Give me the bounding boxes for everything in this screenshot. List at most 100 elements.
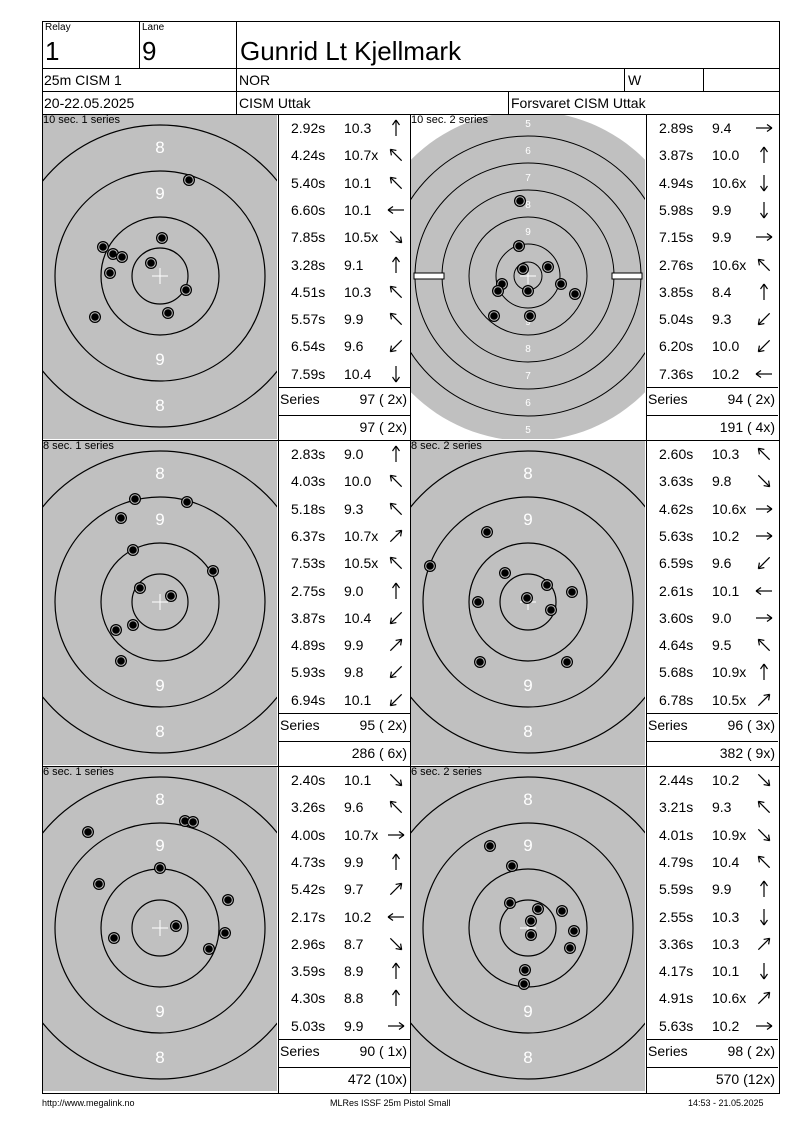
shot-hole	[564, 942, 576, 954]
shot-hole	[129, 493, 141, 505]
arrow-n-icon	[753, 282, 775, 302]
shot-hole	[513, 240, 525, 252]
shot-hole	[181, 496, 193, 508]
competition-name: CISM Uttak	[239, 95, 311, 111]
shot-hole	[499, 567, 511, 579]
shot-score: 10.4	[344, 365, 372, 382]
shot-time: 4.91s	[659, 990, 694, 1007]
footer-timestamp: 14:53 - 21.05.2025	[688, 1098, 764, 1108]
divider	[278, 1067, 410, 1068]
shot-score: 10.5x	[344, 229, 379, 246]
arrow-sw-icon	[385, 662, 407, 682]
shot-time: 2.83s	[291, 446, 326, 462]
shot-time: 3.60s	[659, 609, 694, 626]
shot-row: 2.89s 9.4	[647, 115, 779, 142]
shot-row: 2.40s 10.1	[279, 767, 411, 794]
arrow-sw-icon	[385, 336, 407, 356]
shot-row: 2.44s 10.2	[647, 767, 779, 794]
shot-row: 5.57s 9.9	[279, 306, 411, 333]
shot-row: 3.26s 9.6	[279, 794, 411, 821]
target-ring	[54, 170, 266, 382]
shot-row: 4.91s 10.6x	[647, 985, 779, 1012]
relay-label: Relay	[45, 22, 71, 33]
shot-row: 6.20s 10.0	[647, 333, 779, 360]
shot-time: 7.85s	[291, 229, 326, 246]
shot-hole	[162, 307, 174, 319]
ring-number: 8	[523, 790, 532, 809]
shot-score: 10.0	[712, 147, 740, 164]
shot-row: 4.17s 10.1	[647, 958, 779, 985]
shot-row: 7.85s 10.5x	[279, 224, 411, 251]
arrow-nw-icon	[753, 255, 775, 275]
shot-score: 10.3	[344, 283, 372, 300]
shot-hole	[424, 560, 436, 572]
shot-score: 10.9x	[712, 664, 747, 681]
cumulative-total: 472 (10x)	[347, 1071, 407, 1087]
shot-row: 4.64s 9.5	[647, 632, 779, 659]
arrow-nw-icon	[385, 309, 407, 329]
shot-row: 7.59s 10.4	[279, 361, 411, 388]
shot-hole	[127, 544, 139, 556]
shot-row: 6.94s 10.1	[279, 687, 411, 714]
shot-time: 3.87s	[291, 609, 326, 626]
shot-time: 2.55s	[659, 908, 694, 925]
shot-score: 9.9	[344, 311, 364, 328]
shot-row: 3.63s 9.8	[647, 468, 779, 495]
divider	[278, 387, 410, 388]
shot-time: 2.89s	[659, 120, 694, 136]
arrow-e-icon	[753, 227, 775, 247]
shot-row: 2.17s 10.2	[279, 904, 411, 931]
shot-row: 5.03s 9.9	[279, 1013, 411, 1040]
shot-time: 4.89s	[291, 637, 326, 654]
series-total: 90 ( 1x)	[359, 1043, 407, 1059]
ring-number: 5	[525, 119, 531, 130]
ring-number: 6	[525, 398, 531, 409]
shot-hole	[110, 624, 122, 636]
shot-time: 5.59s	[659, 881, 694, 898]
target-ring	[499, 899, 557, 957]
shot-time: 4.01s	[659, 826, 694, 843]
arrow-ne-icon	[753, 934, 775, 954]
target-ring	[43, 450, 277, 754]
shot-hole	[517, 263, 529, 275]
shot-row: 4.24s 10.7x	[279, 142, 411, 169]
shot-time: 5.63s	[659, 527, 694, 544]
target-ring	[495, 243, 561, 309]
shot-time: 2.60s	[659, 446, 694, 462]
shot-score: 10.4	[712, 853, 740, 870]
target-ring	[422, 822, 634, 1034]
shot-row: 5.93s 9.8	[279, 659, 411, 686]
arrow-sw-icon	[385, 690, 407, 710]
shot-hole	[519, 964, 531, 976]
ring-number: 9	[525, 317, 531, 328]
shot-time: 4.64s	[659, 637, 694, 654]
shot-score: 9.0	[712, 609, 732, 626]
shot-score: 9.9	[712, 229, 732, 246]
arrow-s-icon	[753, 961, 775, 981]
target-ring	[100, 542, 220, 662]
shot-row: 4.01s 10.9x	[647, 822, 779, 849]
ring-number: 8	[523, 722, 532, 741]
ring-number: 7	[525, 173, 531, 184]
shot-score: 9.5	[712, 637, 732, 654]
shot-time: 2.17s	[291, 908, 326, 925]
target-ring	[54, 822, 266, 1034]
shot-row: 5.04s 9.3	[647, 306, 779, 333]
arrow-n-icon	[385, 961, 407, 981]
shot-time: 2.76s	[659, 256, 694, 273]
arrow-s-icon	[753, 200, 775, 220]
shot-score: 8.8	[344, 990, 364, 1007]
shot-hole	[472, 596, 484, 608]
shot-score: 9.9	[344, 637, 364, 654]
arrow-sw-icon	[753, 553, 775, 573]
shot-time: 7.59s	[291, 365, 326, 382]
footer-url[interactable]: http://www.megalink.no	[42, 1098, 135, 1108]
shot-score: 10.3	[344, 120, 372, 136]
shot-hole	[568, 925, 580, 937]
target-ring	[43, 776, 277, 1080]
target-side-marker	[611, 272, 643, 280]
shot-score: 10.1	[344, 772, 372, 788]
shot-row: 3.87s 10.4	[279, 605, 411, 632]
shot-score: 10.6x	[712, 990, 747, 1007]
ring-number: 9	[523, 510, 532, 529]
